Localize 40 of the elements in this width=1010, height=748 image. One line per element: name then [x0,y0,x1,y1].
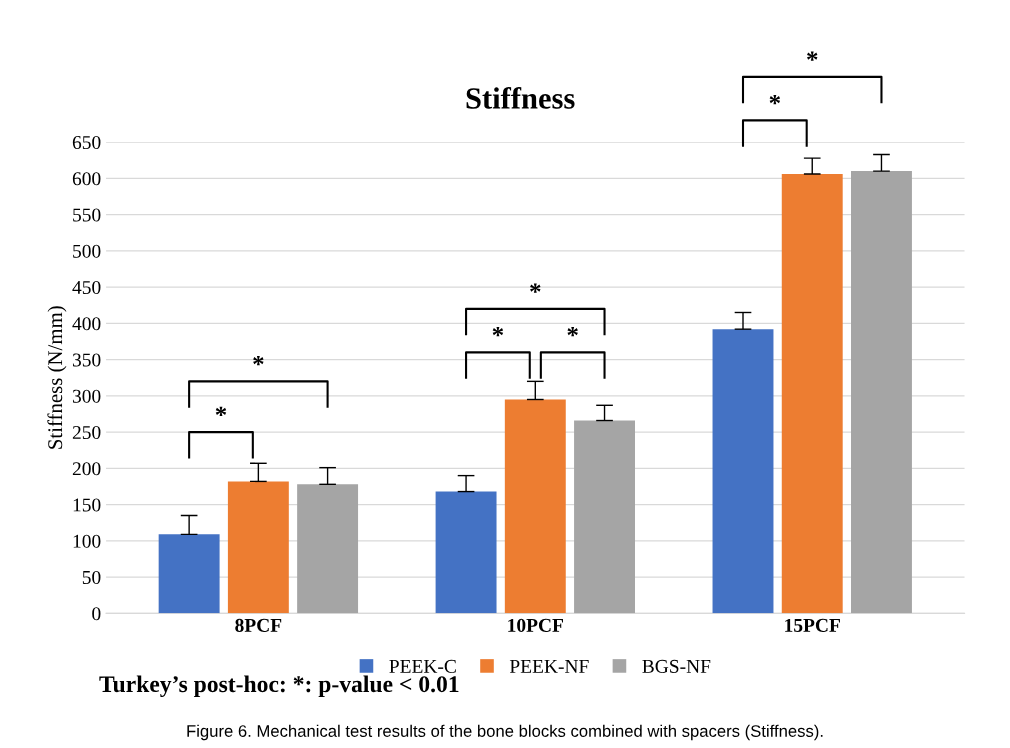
bar [781,174,843,614]
bar [227,481,289,614]
x-tick-label: 8PCF [235,618,282,632]
annotation: * [492,326,504,337]
y-tick-label: 450 [72,280,101,295]
legend-label: PEEK-C [389,659,456,673]
bar [297,484,359,614]
annotation: * [567,326,578,337]
y-tick-label: 300 [72,389,101,403]
bar [712,329,774,614]
y-tick-label: 500 [73,244,101,258]
text: * [807,51,818,61]
legend-label: PEEK-NF [509,660,589,673]
text: Turkey’s post-hoc: *: p-value < 0.01 [99,675,459,697]
text: * [769,94,781,105]
caption: Figure 6. Mechanical test results of the bone blocks combined with spacers (Stiffness). [187,724,823,741]
y-axis-title: Stiffness (N/mm) [47,306,67,449]
chart-title: Stiffness [466,86,575,109]
annotation: * [530,283,541,293]
legend-label: BGS-NF [642,659,711,673]
y-tick-label: 100 [73,534,101,548]
bar [435,491,497,614]
x-tick-label: 10PCF [508,618,563,632]
y-tick-label: 350 [72,353,101,367]
y-tick-label: 650 [72,135,101,150]
bar [851,171,912,614]
annotation: * [215,406,227,417]
y-tick-label: 400 [72,317,101,331]
y-tick-label: 50 [82,570,101,585]
bar [504,399,566,614]
y-tick-label: 250 [72,425,101,440]
y-tick-label: 150 [73,498,101,512]
bar [158,534,220,614]
y-tick-label: 200 [72,462,101,476]
x-tick-label: 15PCF [785,618,840,632]
y-tick-label: 600 [72,172,101,186]
bar [574,420,635,614]
y-tick-label: 0 [92,607,101,621]
y-tick-label: 550 [73,208,101,222]
annotation: * [253,355,264,366]
